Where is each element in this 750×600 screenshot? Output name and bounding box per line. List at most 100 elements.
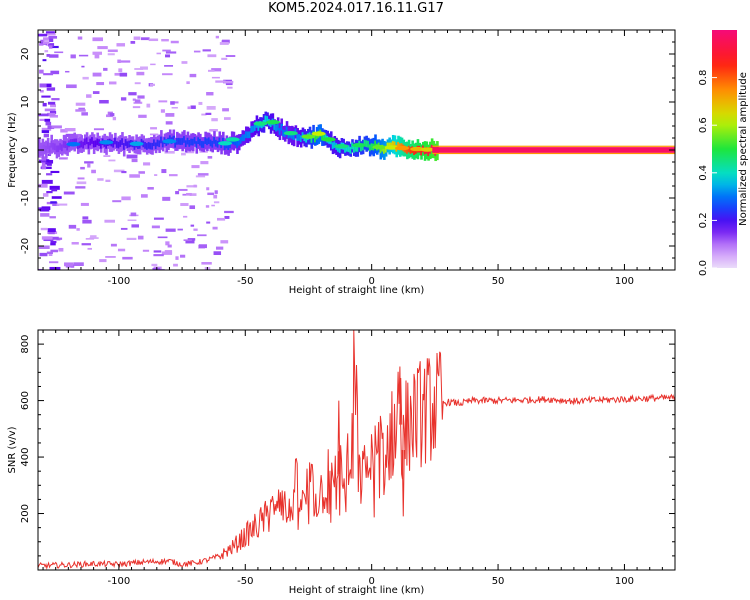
- ridge-core-cell: [193, 137, 197, 144]
- heatmap-noise-cell: [128, 92, 137, 96]
- heatmap-noise-cell: [153, 254, 164, 257]
- ridge-core-cell: [115, 141, 119, 148]
- heatmap-noise-cell: [45, 44, 50, 46]
- heatmap-noise-cell: [42, 193, 49, 197]
- x-axis-label: Height of straight line (km): [289, 585, 425, 596]
- ridge-blob: [395, 145, 409, 151]
- heatmap-noise-cell: [40, 227, 48, 231]
- heatmap-noise-cell: [77, 36, 83, 40]
- heatmap-noise-cell: [206, 92, 214, 96]
- heatmap-noise-cell: [201, 113, 207, 116]
- heatmap-noise-cell: [147, 187, 154, 190]
- x-tick-label: 0: [368, 276, 374, 287]
- heatmap-noise-cell: [150, 127, 157, 130]
- ridge-core-cell: [360, 144, 363, 152]
- heatmap-noise-cell: [44, 108, 56, 112]
- ridge-blob: [311, 131, 326, 136]
- y-tick-label: 400: [20, 448, 31, 467]
- snr-spike: [401, 449, 405, 517]
- ridge-core-cell: [38, 144, 41, 152]
- heatmap-noise-cell: [129, 174, 140, 178]
- heatmap-noise-cell: [158, 100, 168, 103]
- heatmap-noise-cell: [205, 205, 210, 208]
- ridge-core-cell: [216, 140, 220, 148]
- ridge-core-cell: [149, 142, 153, 150]
- ridge-core-cell: [161, 140, 165, 148]
- ridge-core-cell: [347, 145, 351, 153]
- ridge-core-cell: [91, 137, 94, 144]
- heatmap-noise-cell: [50, 170, 60, 174]
- heatmap-noise-cell: [175, 256, 179, 260]
- ridge-core-cell: [420, 148, 423, 156]
- heatmap-noise-cell: [164, 150, 175, 154]
- heatmap-noise-cell: [161, 38, 169, 42]
- heatmap-noise-cell: [49, 45, 59, 49]
- heatmap-noise-cell: [143, 162, 151, 166]
- ridge-core-cell: [367, 140, 370, 148]
- heatmap-noise-cell: [43, 238, 54, 242]
- heatmap-noise-cell: [154, 174, 158, 176]
- ridge-core-cell: [85, 137, 89, 145]
- heatmap-noise-cell: [43, 73, 54, 76]
- heatmap-noise-cell: [82, 76, 89, 80]
- heatmap-noise-cell: [217, 217, 226, 221]
- ridge-core-cell: [46, 142, 50, 149]
- heatmap-noise-cell: [140, 194, 148, 198]
- heatmap-noise-cell: [38, 113, 49, 117]
- heatmap-noise-cell: [46, 251, 53, 255]
- ridge-core-cell: [250, 126, 253, 133]
- heatmap-noise-cell: [50, 104, 56, 108]
- x-axis-label: Height of straight line (km): [289, 285, 425, 296]
- ridge-core-cell: [119, 140, 122, 147]
- ridge-core-cell: [291, 132, 294, 139]
- heatmap-noise-cell: [92, 72, 102, 77]
- heatmap-noise-cell: [162, 196, 171, 201]
- ridge-blob: [162, 139, 177, 144]
- heatmap-noise-cell: [136, 71, 145, 76]
- heatmap-noise-cell: [94, 54, 100, 59]
- ridge-core-cell: [427, 149, 430, 156]
- heatmap-noise-cell: [220, 240, 229, 244]
- ridge-core-cell: [298, 134, 301, 141]
- ridge-core-cell: [96, 138, 99, 146]
- heatmap-noise-cell: [171, 107, 178, 109]
- ridge-core-cell: [181, 138, 184, 145]
- heatmap-noise-cell: [221, 57, 228, 60]
- heatmap-noise-cell: [51, 188, 58, 192]
- ridge-core-cell: [117, 141, 121, 149]
- ridge-blob: [129, 141, 144, 146]
- ridge-core-cell: [241, 134, 245, 142]
- heatmap-noise-cell: [105, 256, 116, 258]
- ridge-core-cell: [354, 144, 358, 152]
- ridge-core-cell: [207, 137, 211, 145]
- heatmap-noise-cell: [160, 109, 165, 113]
- heatmap-noise-cell: [120, 227, 128, 230]
- ridge-core-cell: [87, 142, 91, 149]
- heatmap-noise-cell: [73, 262, 84, 266]
- heatmap-noise-cell: [44, 50, 49, 53]
- ridge-core-cell: [296, 134, 299, 141]
- heatmap-noise-cell: [54, 51, 64, 54]
- ridge-core-cell: [75, 138, 78, 146]
- heatmap-noise-cell: [42, 102, 47, 107]
- heatmap-noise-cell: [75, 109, 86, 112]
- heatmap-noise-cell: [183, 215, 188, 218]
- ridge-core-cell: [273, 123, 276, 130]
- heatmap-noise-cell: [126, 237, 137, 241]
- heatmap-noise-cell: [47, 228, 56, 232]
- heatmap-noise-cell: [213, 201, 220, 204]
- y-tick-label: 20: [20, 48, 31, 61]
- ridge-core-cell: [275, 124, 278, 132]
- heatmap-noise-cell: [165, 121, 173, 125]
- ridge-core-cell: [41, 145, 45, 152]
- heatmap-noise-cell: [50, 201, 57, 204]
- ridge-core-cell: [145, 143, 149, 150]
- ridge-core-cell: [374, 140, 377, 148]
- ridge-core-cell: [122, 143, 126, 150]
- ridge-core-cell: [305, 135, 308, 143]
- ridge-blob: [301, 134, 316, 139]
- heatmap-noise-cell: [50, 240, 57, 244]
- heatmap-noise-cell: [80, 166, 85, 170]
- heatmap-noise-cell: [190, 224, 195, 227]
- ridge-core-cell: [245, 131, 248, 139]
